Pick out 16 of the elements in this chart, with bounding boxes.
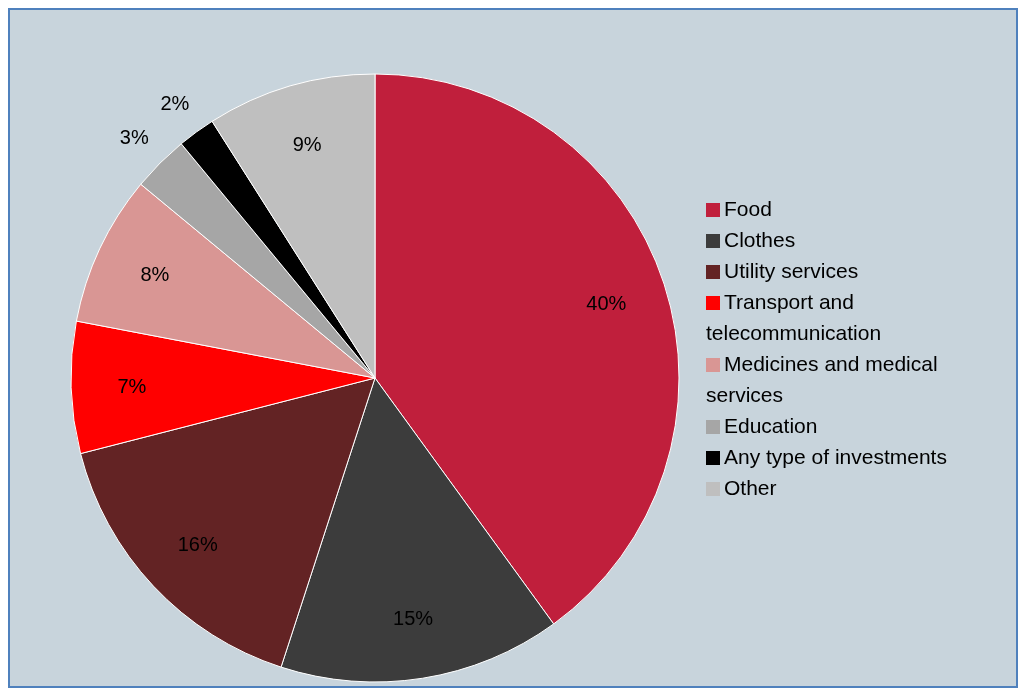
legend-label: Other — [724, 476, 777, 499]
legend-label: Education — [724, 414, 818, 437]
data-label: 8% — [140, 263, 170, 286]
legend-label: Medicines and medical services — [706, 352, 938, 406]
data-label: 9% — [292, 133, 322, 156]
data-label: 15% — [393, 607, 434, 630]
legend-label: Any type of investments — [724, 445, 947, 468]
data-label: 40% — [586, 291, 627, 314]
legend-label: Utility services — [724, 259, 859, 282]
data-label: 3% — [119, 126, 149, 149]
legend-label: Clothes — [724, 228, 796, 251]
legend-label: Transport and telecommunication — [706, 290, 882, 344]
legend-label: Food — [724, 197, 772, 220]
data-label: 7% — [117, 374, 147, 397]
data-label: 16% — [177, 533, 218, 556]
data-label: 2% — [160, 91, 190, 114]
